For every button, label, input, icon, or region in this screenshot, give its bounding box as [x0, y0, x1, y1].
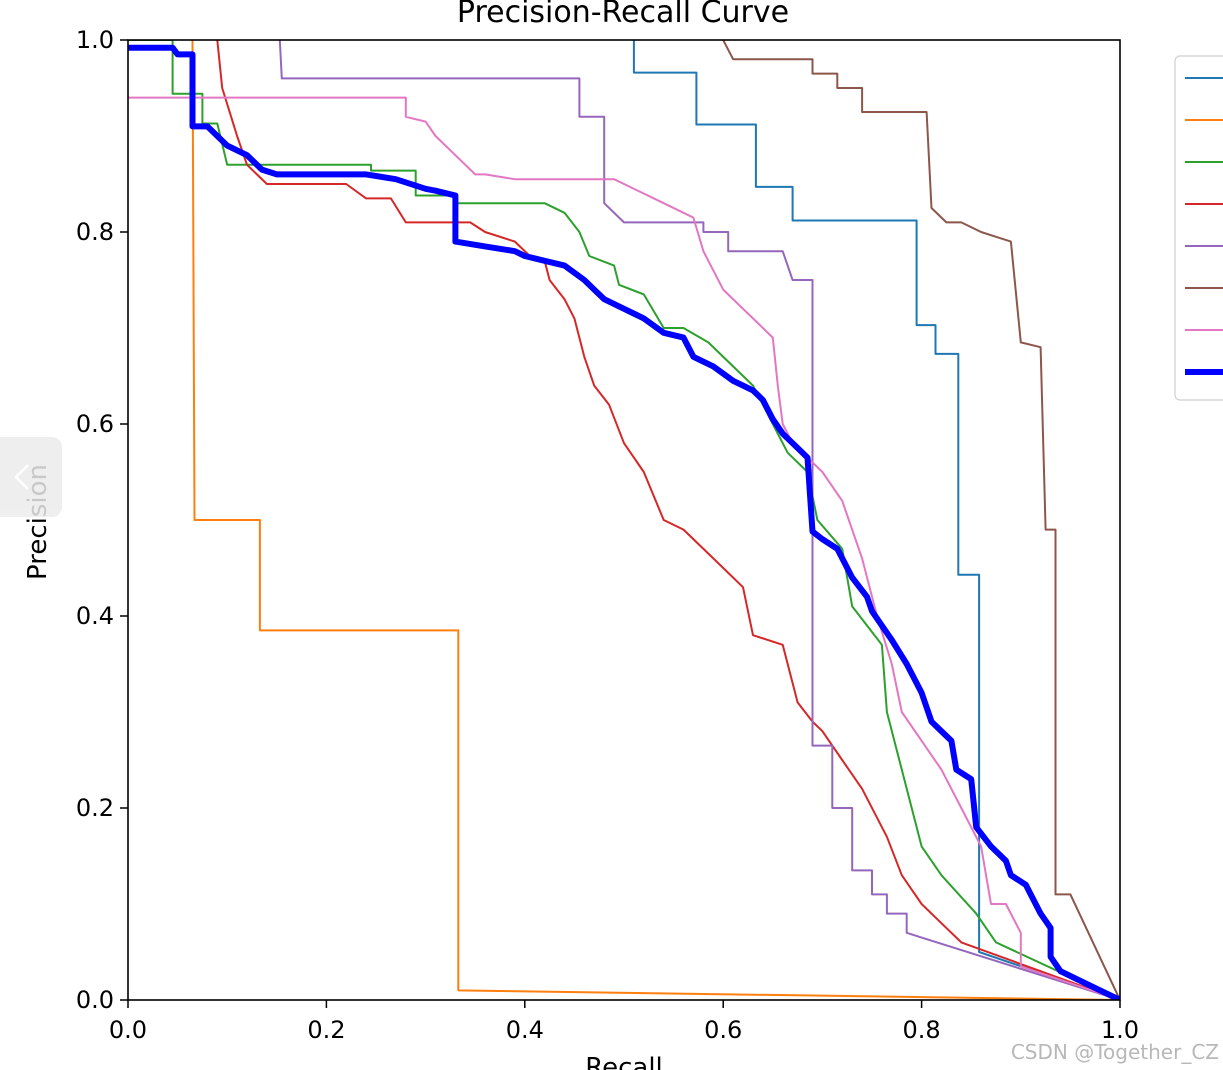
legend-frame [1174, 55, 1223, 401]
y-tick-label: 0.4 [76, 602, 114, 630]
y-tick-label: 1.0 [76, 26, 114, 54]
x-tick-label: 0.0 [109, 1016, 147, 1044]
series-line-8 [128, 44, 1120, 1000]
chart-title: Precision-Recall Curve [457, 0, 789, 30]
x-tick-label: 0.4 [506, 1016, 544, 1044]
series-line-6 [722, 40, 1120, 1000]
collapse-sidebar-button[interactable] [0, 437, 62, 517]
watermark: CSDN @Together_CZ [1010, 1040, 1219, 1064]
series-line-4 [216, 40, 1120, 1000]
plot-frame [127, 39, 1121, 1001]
y-tick-label: 0.0 [76, 986, 114, 1014]
y-tick-label: 0.6 [76, 410, 114, 438]
chevron-left-icon [14, 464, 29, 490]
y-tick-label: 0.2 [76, 794, 114, 822]
x-tick-label: 0.8 [903, 1016, 941, 1044]
y-axis: 0.0 0.2 0.4 0.6 0.8 1.0 [76, 26, 128, 1014]
x-tick-label: 1.0 [1101, 1016, 1139, 1044]
x-axis-label: Recall [585, 1053, 663, 1070]
series-line-1 [632, 40, 1120, 1000]
series-line-2 [191, 40, 1120, 1000]
legend-entries [1185, 77, 1223, 375]
series-line-7 [128, 96, 1120, 1000]
legend [1174, 55, 1223, 401]
x-tick-label: 0.2 [307, 1016, 345, 1044]
series-layer [128, 40, 1120, 1000]
series-line-5 [278, 40, 1120, 1000]
y-tick-label: 0.8 [76, 218, 114, 246]
x-axis: 0.0 0.2 0.4 0.6 0.8 1.0 [109, 1000, 1139, 1044]
plot-area [127, 39, 1121, 1001]
x-tick-label: 0.6 [704, 1016, 742, 1044]
